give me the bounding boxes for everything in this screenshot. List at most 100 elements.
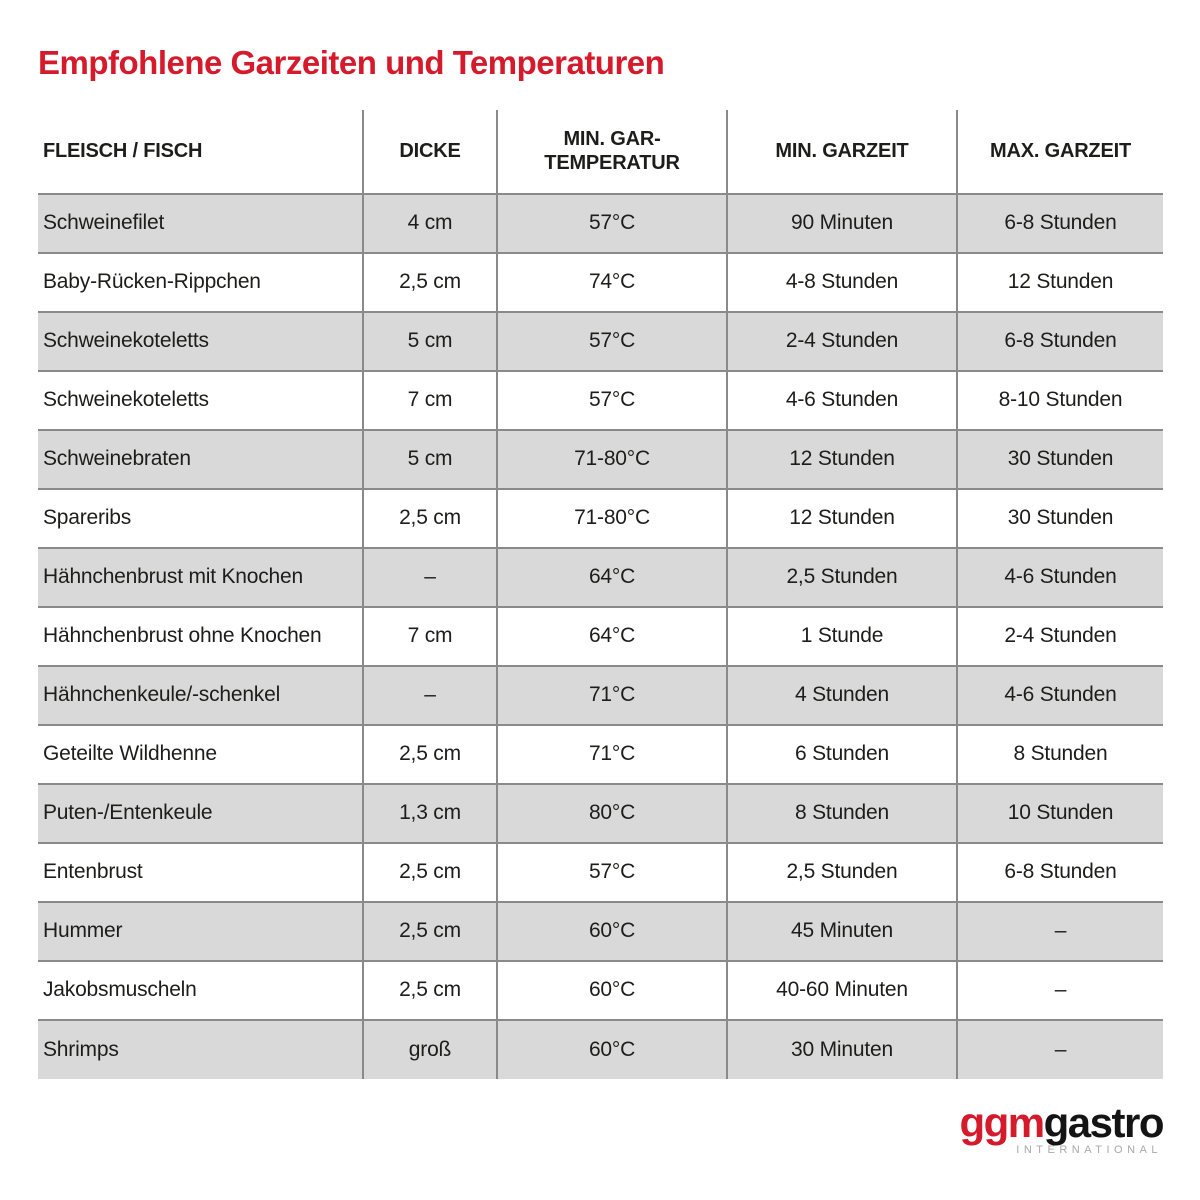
cell-fleisch-fisch: Baby-Rücken-Rippchen <box>38 251 363 312</box>
page: Empfohlene Garzeiten und Temperaturen FL… <box>38 44 1163 1079</box>
cell-min-garzeit: 1 Stunde <box>726 605 957 666</box>
header-min-garzeit-label: MIN. GARZEIT <box>775 140 909 163</box>
header-min-garzeit: MIN. GARZEIT <box>726 109 957 194</box>
cell-fleisch-fisch: Puten-/Entenkeule <box>38 782 363 843</box>
cell-dicke: 5 cm <box>362 428 497 489</box>
cell-min-gartemperatur: 71-80°C <box>496 487 727 548</box>
cell-dicke: 7 cm <box>362 605 497 666</box>
table-header-row: FLEISCH / FISCH DICKE MIN. GAR-TEMPERATU… <box>38 109 1163 194</box>
cell-max-garzeit: – <box>956 959 1163 1020</box>
cell-dicke: 4 cm <box>362 192 497 253</box>
logo-subtext: INTERNATIONAL <box>1016 1144 1162 1156</box>
header-dicke-label: DICKE <box>399 140 461 163</box>
cell-min-garzeit: 4 Stunden <box>726 664 957 725</box>
cell-dicke: 2,5 cm <box>362 959 497 1020</box>
cell-max-garzeit: 6-8 Stunden <box>956 841 1163 902</box>
cell-min-garzeit: 90 Minuten <box>726 192 957 253</box>
cell-min-gartemperatur: 57°C <box>496 369 727 430</box>
brand-logo: ggmgastro INTERNATIONAL <box>959 1099 1165 1156</box>
cell-dicke: 2,5 cm <box>362 723 497 784</box>
header-dicke: DICKE <box>362 109 497 194</box>
cell-min-gartemperatur: 71-80°C <box>496 428 727 489</box>
table-row: Hummer 2,5 cm 60°C 45 Minuten – <box>38 900 1163 961</box>
cell-fleisch-fisch: Schweinekoteletts <box>38 310 363 371</box>
table-row: Hähnchenkeule/-schenkel –71°C 4 Stunden 4-6… <box>38 664 1163 725</box>
cell-max-garzeit: 6-8 Stunden <box>956 192 1163 253</box>
table-row: Hähnchenbrust mit Knochen –64°C 2,5 Stunde… <box>38 546 1163 607</box>
table-row: Entenbrust 2,5 cm 57°C 2,5 Stunden 6-8 Stund… <box>38 841 1163 902</box>
logo-wordmark: ggmgastro <box>959 1099 1165 1146</box>
cell-fleisch-fisch: Schweinekoteletts <box>38 369 363 430</box>
cell-fleisch-fisch: Jakobsmuscheln <box>38 959 363 1020</box>
table-row: Jakobsmuscheln 2,5 cm 60°C 40-60 Minuten – <box>38 959 1163 1020</box>
cell-max-garzeit: 30 Stunden <box>956 487 1163 548</box>
cell-min-gartemperatur: 57°C <box>496 192 727 253</box>
cell-min-gartemperatur: 60°C <box>496 959 727 1020</box>
table-row: Spareribs 2,5 cm 71-80°C 12 Stunden 30 Stund… <box>38 487 1163 548</box>
cell-min-garzeit: 30 Minuten <box>726 1018 957 1079</box>
cell-fleisch-fisch: Hähnchenbrust mit Knochen <box>38 546 363 607</box>
header-min-gartemperatur-label: MIN. GAR-TEMPERATUR <box>544 128 680 175</box>
cell-max-garzeit: 6-8 Stunden <box>956 310 1163 371</box>
cell-max-garzeit: 8-10 Stunden <box>956 369 1163 430</box>
table-row: Geteilte Wildhenne 2,5 cm 71°C 6 Stunden 8 S… <box>38 723 1163 784</box>
header-fleisch-fisch: FLEISCH / FISCH <box>38 110 363 194</box>
cell-fleisch-fisch: Hähnchenkeule/-schenkel <box>38 664 363 725</box>
header-fleisch-fisch-label: FLEISCH / FISCH <box>43 140 203 163</box>
cell-min-garzeit: 6 Stunden <box>726 723 957 784</box>
cell-min-garzeit: 12 Stunden <box>726 487 957 548</box>
cell-max-garzeit: 2-4 Stunden <box>956 605 1163 666</box>
cell-dicke: – <box>362 546 497 607</box>
table-row: Schweinefilet 4 cm 57°C 90 Minuten 6-8 Stund… <box>38 192 1163 253</box>
cell-min-garzeit: 12 Stunden <box>726 428 957 489</box>
cell-fleisch-fisch: Hähnchenbrust ohne Knochen <box>38 605 363 666</box>
logo-gastro-text: gastro <box>1043 1099 1165 1146</box>
cell-max-garzeit: 4-6 Stunden <box>956 546 1163 607</box>
cell-min-gartemperatur: 60°C <box>496 900 727 961</box>
cell-dicke: – <box>362 664 497 725</box>
cell-max-garzeit: 8 Stunden <box>956 723 1163 784</box>
page-title: Empfohlene Garzeiten und Temperaturen <box>38 44 665 81</box>
table-row: Baby-Rücken-Rippchen 2,5 cm 74°C 4-8 Stunde… <box>38 251 1163 312</box>
table-row: Shrimps groß 60°C 30 Minuten – <box>38 1018 1163 1079</box>
cell-dicke: 1,3 cm <box>362 782 497 843</box>
cell-dicke: 2,5 cm <box>362 487 497 548</box>
header-min-gartemperatur: MIN. GAR-TEMPERATUR <box>496 109 727 194</box>
cell-min-garzeit: 2,5 Stunden <box>726 546 957 607</box>
cell-dicke: 5 cm <box>362 310 497 371</box>
table-row: Hähnchenbrust ohne Knochen 7 cm 64°C 1 Stun… <box>38 605 1163 666</box>
cell-fleisch-fisch: Shrimps <box>38 1018 363 1079</box>
table-row: Puten-/Entenkeule 1,3 cm 80°C 8 Stunden 10 S… <box>38 782 1163 843</box>
cell-min-gartemperatur: 57°C <box>496 310 727 371</box>
cell-max-garzeit: – <box>956 900 1163 961</box>
cell-dicke: 7 cm <box>362 369 497 430</box>
cell-min-garzeit: 2-4 Stunden <box>726 310 957 371</box>
cooking-times-table: FLEISCH / FISCH DICKE MIN. GAR-TEMPERATU… <box>38 109 1163 1079</box>
cell-min-garzeit: 4-6 Stunden <box>726 369 957 430</box>
cell-dicke: 2,5 cm <box>362 251 497 312</box>
cell-min-gartemperatur: 80°C <box>496 782 727 843</box>
cell-min-gartemperatur: 64°C <box>496 546 727 607</box>
cell-min-gartemperatur: 71°C <box>496 723 727 784</box>
cell-fleisch-fisch: Schweinefilet <box>38 192 363 253</box>
cell-fleisch-fisch: Geteilte Wildhenne <box>38 723 363 784</box>
cell-dicke: 2,5 cm <box>362 841 497 902</box>
cell-max-garzeit: 30 Stunden <box>956 428 1163 489</box>
cell-fleisch-fisch: Schweinebraten <box>38 428 363 489</box>
cell-min-gartemperatur: 64°C <box>496 605 727 666</box>
cell-min-garzeit: 2,5 Stunden <box>726 841 957 902</box>
cell-min-garzeit: 4-8 Stunden <box>726 251 957 312</box>
cell-min-gartemperatur: 74°C <box>496 251 727 312</box>
cell-min-gartemperatur: 57°C <box>496 841 727 902</box>
cell-dicke: 2,5 cm <box>362 900 497 961</box>
cell-max-garzeit: 10 Stunden <box>956 782 1163 843</box>
cell-min-gartemperatur: 60°C <box>496 1018 727 1079</box>
cell-min-garzeit: 45 Minuten <box>726 900 957 961</box>
table-row: Schweinekoteletts 7 cm 57°C 4-6 Stunden 8-10… <box>38 369 1163 430</box>
header-max-garzeit: MAX. GARZEIT <box>956 109 1163 194</box>
table-row: Schweinebraten 5 cm 71-80°C 12 Stunden 30 St… <box>38 428 1163 489</box>
cell-min-garzeit: 40-60 Minuten <box>726 959 957 1020</box>
cell-max-garzeit: 4-6 Stunden <box>956 664 1163 725</box>
cell-max-garzeit: 12 Stunden <box>956 251 1163 312</box>
cell-fleisch-fisch: Entenbrust <box>38 841 363 902</box>
